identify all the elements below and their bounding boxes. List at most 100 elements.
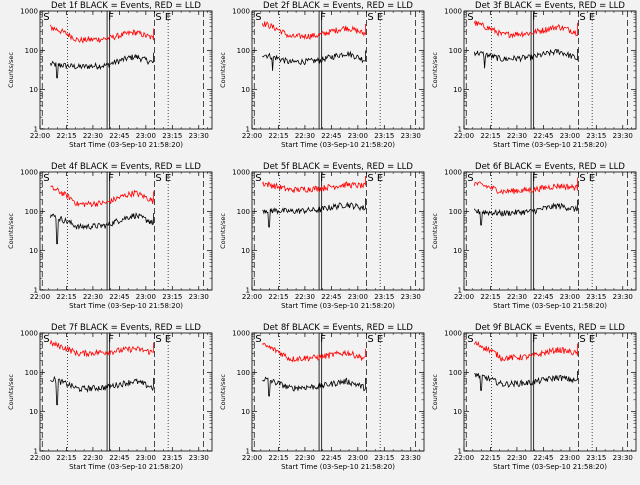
x-tick-label: 22:00	[242, 454, 262, 462]
x-tick-label: 22:30	[295, 293, 315, 301]
x-tick-label: 22:15	[268, 454, 288, 462]
x-tick-label: 22:45	[321, 454, 341, 462]
y-tick-label: 100	[449, 369, 462, 377]
x-tick-label: 23:00	[348, 454, 368, 462]
marker-label-s: S	[255, 12, 261, 23]
y-tick-label: 100	[449, 208, 462, 216]
events-series-line	[473, 199, 578, 226]
y-tick-label: 10	[241, 247, 250, 255]
x-tick-label: 23:00	[348, 132, 368, 140]
marker-label-se: S E	[367, 12, 383, 23]
x-tick-label: 22:45	[109, 454, 129, 462]
y-tick-label: 1	[34, 126, 38, 134]
marker-label-s: S	[467, 12, 473, 23]
x-axis-label: Start Time (03-Sep-10 21:58:20)	[69, 463, 183, 471]
marker-label-s: S	[255, 173, 261, 184]
lld-series-line	[261, 176, 366, 193]
x-tick-label: 23:15	[374, 454, 394, 462]
marker-label-f: F	[108, 12, 114, 23]
x-axis-label: Start Time (03-Sep-10 21:58:20)	[493, 302, 607, 310]
y-axis-label: Counts/sec	[431, 213, 439, 249]
x-tick-label: 22:00	[30, 132, 50, 140]
lld-series-line	[49, 24, 154, 44]
x-tick-label: 23:00	[560, 454, 580, 462]
x-tick-label: 23:15	[586, 454, 606, 462]
x-tick-label: 23:15	[162, 132, 182, 140]
x-axis-label: Start Time (03-Sep-10 21:58:20)	[281, 302, 395, 310]
events-series-line	[262, 198, 366, 228]
marker-label-s: S	[43, 173, 49, 184]
marker-label-se: S E	[579, 334, 595, 345]
marker-label-f: F	[108, 173, 114, 184]
y-tick-label: 1000	[232, 8, 250, 16]
x-tick-label: 23:15	[162, 293, 182, 301]
panel-det-1: Det 1f BLACK = Events, RED = LLD Counts/s…	[7, 1, 213, 149]
x-tick-label: 22:45	[109, 293, 129, 301]
panel-det-5: Det 5f BLACK = Events, RED = LLD Counts/s…	[219, 162, 425, 310]
y-tick-label: 1000	[20, 8, 38, 16]
marker-label-f: F	[320, 334, 326, 345]
panel-det-3: Det 3f BLACK = Events, RED = LLD Counts/s…	[431, 1, 637, 149]
x-tick-label: 22:15	[480, 454, 500, 462]
x-tick-label: 22:15	[56, 454, 76, 462]
plot-frame	[463, 332, 637, 452]
panel-det-7: Det 7f BLACK = Events, RED = LLD Counts/s…	[7, 323, 213, 471]
panel-title: Det 6f BLACK = Events, RED = LLD	[475, 162, 625, 172]
y-tick-label: 100	[25, 47, 38, 55]
x-tick-label: 22:30	[83, 132, 103, 140]
y-tick-label: 1	[34, 448, 38, 456]
x-tick-label: 22:30	[507, 293, 527, 301]
lld-series-line	[49, 339, 154, 358]
x-tick-label: 23:30	[613, 454, 633, 462]
y-tick-label: 1000	[20, 330, 38, 338]
x-axis-label: Start Time (03-Sep-10 21:58:20)	[493, 141, 607, 149]
events-series-line	[50, 375, 154, 406]
y-tick-label: 1000	[444, 330, 462, 338]
y-axis-label: Counts/sec	[431, 52, 439, 88]
marker-label-se: S E	[155, 334, 171, 345]
y-tick-label: 10	[29, 247, 38, 255]
lld-series-line	[473, 19, 578, 39]
events-series-line	[49, 52, 154, 79]
y-tick-label: 100	[25, 369, 38, 377]
y-tick-label: 1000	[444, 8, 462, 16]
panel-det-9: Det 9f BLACK = Events, RED = LLD Counts/s…	[431, 323, 637, 471]
marker-label-se: S E	[367, 334, 383, 345]
events-series-line	[473, 48, 578, 69]
x-tick-label: 22:45	[321, 293, 341, 301]
y-axis-label: Counts/sec	[7, 374, 15, 410]
events-series-line	[262, 50, 366, 71]
panel-det-4: Det 4f BLACK = Events, RED = LLD Counts/s…	[7, 162, 213, 310]
events-series-line	[262, 376, 366, 397]
x-tick-label: 22:00	[242, 293, 262, 301]
x-tick-label: 22:45	[533, 454, 553, 462]
marker-label-se: S E	[579, 173, 595, 184]
lld-series-line	[473, 177, 578, 195]
x-tick-label: 23:00	[348, 293, 368, 301]
x-tick-label: 22:15	[56, 132, 76, 140]
lld-series-line	[261, 21, 366, 41]
x-axis-label: Start Time (03-Sep-10 21:58:20)	[281, 463, 395, 471]
y-tick-label: 10	[241, 86, 250, 94]
x-tick-label: 22:15	[268, 132, 288, 140]
y-tick-label: 1000	[232, 330, 250, 338]
marker-label-se: S E	[579, 12, 595, 23]
x-tick-label: 23:30	[613, 132, 633, 140]
x-tick-label: 23:30	[401, 454, 421, 462]
x-tick-label: 23:00	[560, 293, 580, 301]
y-tick-label: 1000	[232, 169, 250, 177]
y-tick-label: 1000	[444, 169, 462, 177]
panel-title: Det 5f BLACK = Events, RED = LLD	[263, 162, 413, 172]
panel-title: Det 7f BLACK = Events, RED = LLD	[51, 323, 201, 333]
lld-series-line	[473, 340, 578, 362]
y-axis-label: Counts/sec	[219, 213, 227, 249]
x-axis-label: Start Time (03-Sep-10 21:58:20)	[69, 141, 183, 149]
y-tick-label: 100	[237, 369, 250, 377]
y-tick-label: 100	[237, 47, 250, 55]
x-tick-label: 22:15	[480, 132, 500, 140]
plot-frame	[463, 171, 637, 291]
marker-label-f: F	[532, 173, 538, 184]
panel-title: Det 9f BLACK = Events, RED = LLD	[475, 323, 625, 333]
marker-label-f: F	[108, 334, 114, 345]
